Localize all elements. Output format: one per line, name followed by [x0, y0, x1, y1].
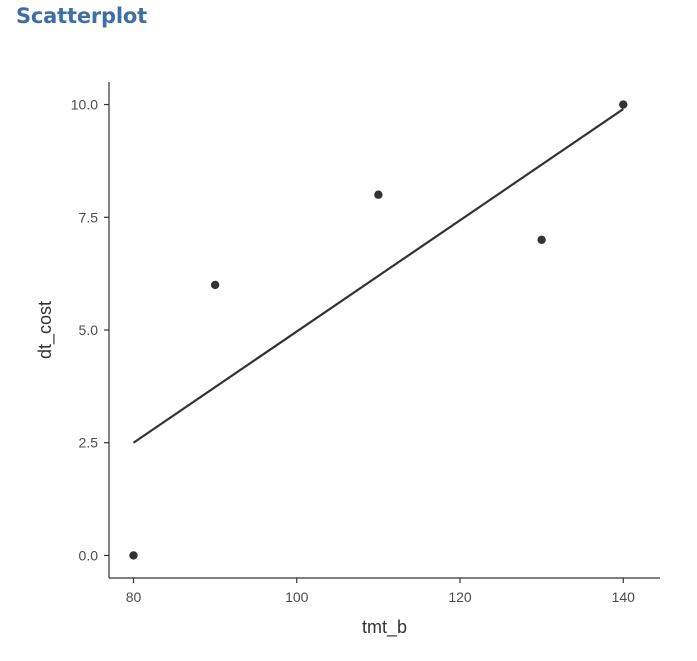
x-tick-label: 80 [126, 589, 142, 605]
data-point [374, 190, 383, 199]
data-point [129, 551, 138, 560]
y-tick-label: 5.0 [79, 322, 99, 338]
y-tick-label: 0.0 [79, 547, 99, 563]
x-tick-label: 100 [285, 589, 309, 605]
ticks: 80 100 120 140 0.0 2.5 5.0 7.5 10.0 [71, 97, 635, 605]
points-layer [129, 100, 628, 560]
axes [108, 82, 660, 579]
data-point [210, 280, 220, 290]
x-tick-label: 120 [448, 589, 472, 605]
page-title: Scatterplot [16, 4, 147, 28]
fit-line-layer [132, 108, 624, 444]
y-axis-title: dt_cost [35, 301, 56, 359]
y-tick-label: 7.5 [79, 209, 99, 225]
y-tick-label: 10.0 [71, 97, 98, 113]
y-tick-label: 2.5 [79, 435, 99, 451]
x-tick-label: 140 [612, 589, 636, 605]
x-axis-title: tmt_b [362, 617, 407, 638]
fit-line [132, 108, 624, 444]
data-point [537, 235, 546, 245]
data-point [619, 100, 628, 109]
